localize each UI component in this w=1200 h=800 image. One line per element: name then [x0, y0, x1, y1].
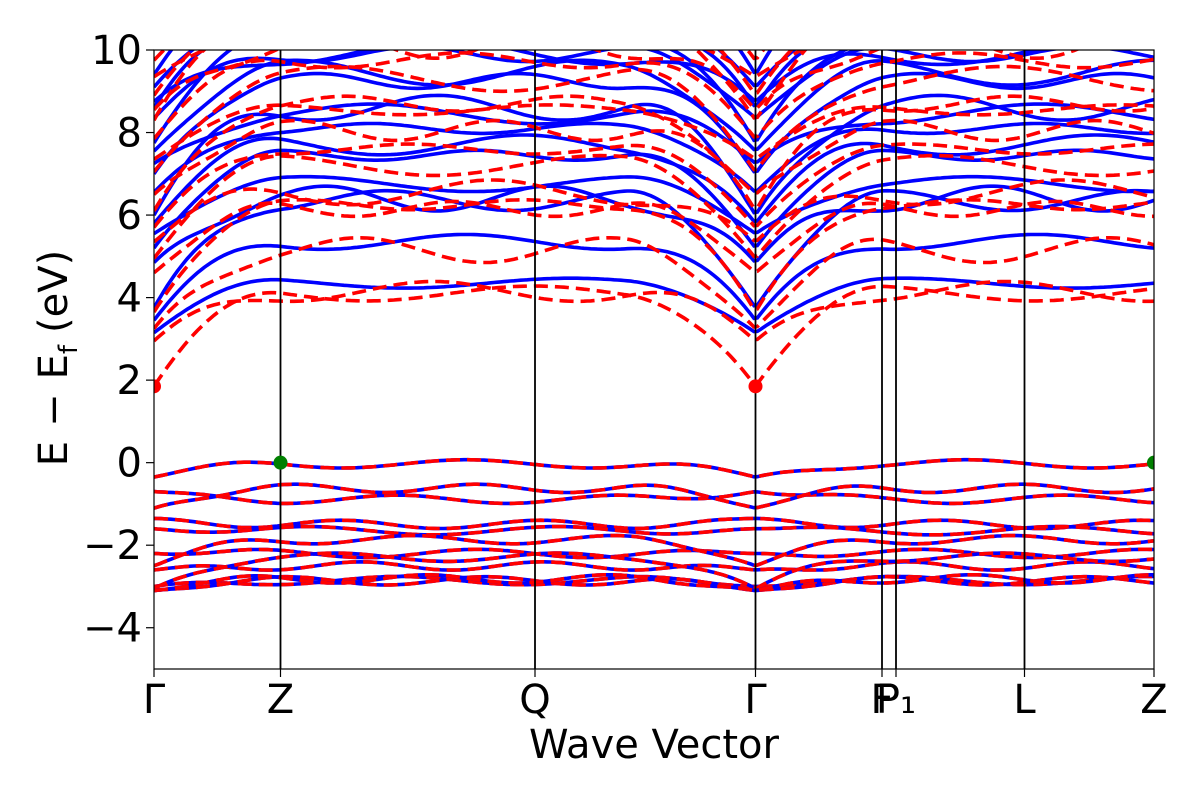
- y-axis-title-e: E: [31, 441, 77, 466]
- band-line: [154, 174, 1154, 236]
- band-edge-marker: [154, 379, 161, 394]
- y-axis-title-ef-sub: f: [54, 344, 84, 354]
- x-tick-label: F: [870, 677, 893, 723]
- high-symmetry-lines: [279, 50, 1026, 669]
- band-line: [154, 533, 1154, 568]
- band-line: [154, 142, 1154, 229]
- band-line: [154, 279, 1154, 343]
- x-tick-label: Z: [1140, 677, 1167, 723]
- y-axis-title-unit: (eV): [31, 250, 77, 333]
- band-line: [154, 51, 1154, 140]
- band-edge-marker: [1147, 455, 1154, 470]
- x-tick-label: P₁: [876, 677, 916, 723]
- y-tick-label: 0: [117, 441, 142, 487]
- y-tick-label: 4: [117, 276, 142, 322]
- x-tick-label: L: [1013, 677, 1036, 723]
- band-line: [154, 64, 1154, 173]
- band-line: [154, 198, 1154, 313]
- y-tick-label: 6: [117, 193, 142, 239]
- band-line: [154, 50, 1081, 111]
- y-tick-label: 10: [91, 28, 142, 74]
- band-line: [154, 118, 1154, 196]
- band-line: [154, 236, 1154, 330]
- x-tick-label: Z: [267, 677, 294, 723]
- y-tick-label: −4: [83, 606, 142, 652]
- band-line: [154, 71, 1154, 175]
- band-line: [154, 284, 1154, 388]
- band-line: [154, 50, 794, 97]
- band-line: [154, 482, 1154, 510]
- y-axis-ticks: −4 −2 0 2 4 6 8 10: [83, 28, 154, 652]
- x-axis-title: Wave Vector: [529, 722, 780, 768]
- y-axis-title-ef: E: [31, 354, 77, 379]
- band-line: [154, 524, 1154, 537]
- band-line: [154, 103, 1154, 161]
- band-line: [154, 457, 1154, 479]
- band-line: [154, 50, 806, 79]
- x-axis-ticks: Γ Z Q Γ FP₁ L Z: [143, 669, 1168, 723]
- x-tick-label: Γ: [744, 677, 767, 723]
- band-lines: [154, 50, 1154, 593]
- band-line: [154, 489, 1154, 506]
- band-line: [154, 153, 1154, 260]
- band-line: [154, 50, 1042, 103]
- y-tick-label: −2: [83, 523, 142, 569]
- band-line: [154, 551, 1154, 591]
- band-edge-marker: [748, 379, 763, 394]
- band-line: [154, 199, 1154, 275]
- band-line: [154, 559, 1154, 572]
- plot-frame: [153, 49, 1155, 670]
- band-line: [154, 573, 1154, 593]
- x-tick-label: Q: [519, 677, 550, 723]
- band-line: [154, 93, 1154, 216]
- band-line: [154, 276, 1154, 335]
- y-axis-title-minus: −: [31, 393, 77, 427]
- x-tick-label: Γ: [143, 677, 166, 723]
- band-edge-marker: [273, 455, 288, 470]
- band-edge-markers: [154, 379, 1154, 470]
- band-line: [154, 457, 1154, 479]
- y-axis-title: E − Ef (eV): [31, 250, 84, 466]
- y-tick-label: 2: [117, 358, 142, 404]
- y-tick-label: 8: [117, 111, 142, 157]
- band-line: [154, 516, 1154, 531]
